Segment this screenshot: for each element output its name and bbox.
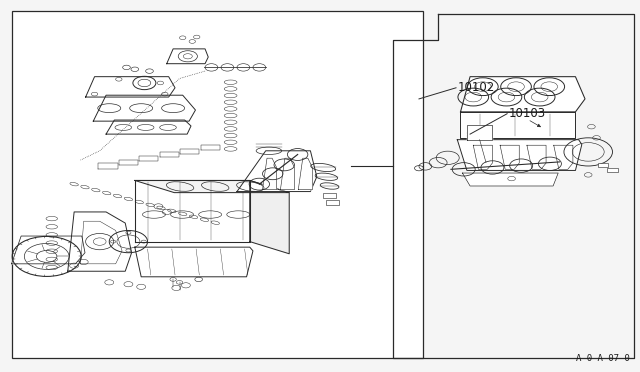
Polygon shape xyxy=(554,145,573,169)
Text: 10103: 10103 xyxy=(508,107,545,120)
Polygon shape xyxy=(500,145,519,169)
Polygon shape xyxy=(473,145,492,169)
Polygon shape xyxy=(461,77,585,112)
Polygon shape xyxy=(463,173,558,186)
Polygon shape xyxy=(250,180,289,254)
Polygon shape xyxy=(12,236,85,264)
Polygon shape xyxy=(237,151,317,192)
Polygon shape xyxy=(99,163,118,169)
Polygon shape xyxy=(160,152,179,157)
Bar xyxy=(607,168,618,172)
Polygon shape xyxy=(461,112,575,138)
Polygon shape xyxy=(135,180,289,193)
Polygon shape xyxy=(119,160,138,165)
Polygon shape xyxy=(458,140,582,170)
Polygon shape xyxy=(200,145,220,150)
Polygon shape xyxy=(93,95,195,121)
Text: 10102: 10102 xyxy=(458,81,495,94)
Bar xyxy=(326,200,339,205)
Polygon shape xyxy=(135,180,250,241)
Polygon shape xyxy=(280,158,294,190)
Polygon shape xyxy=(68,212,132,271)
Polygon shape xyxy=(135,247,253,277)
Bar xyxy=(12,11,424,358)
Polygon shape xyxy=(180,148,199,154)
Polygon shape xyxy=(298,158,312,190)
Text: A 0 A 07 0: A 0 A 07 0 xyxy=(576,354,630,363)
Polygon shape xyxy=(106,120,191,134)
Polygon shape xyxy=(86,77,175,97)
Polygon shape xyxy=(527,145,546,169)
Bar xyxy=(598,163,608,167)
Polygon shape xyxy=(140,156,159,161)
Bar xyxy=(323,193,336,198)
Polygon shape xyxy=(467,125,492,140)
Polygon shape xyxy=(262,158,276,190)
Polygon shape xyxy=(167,49,208,64)
